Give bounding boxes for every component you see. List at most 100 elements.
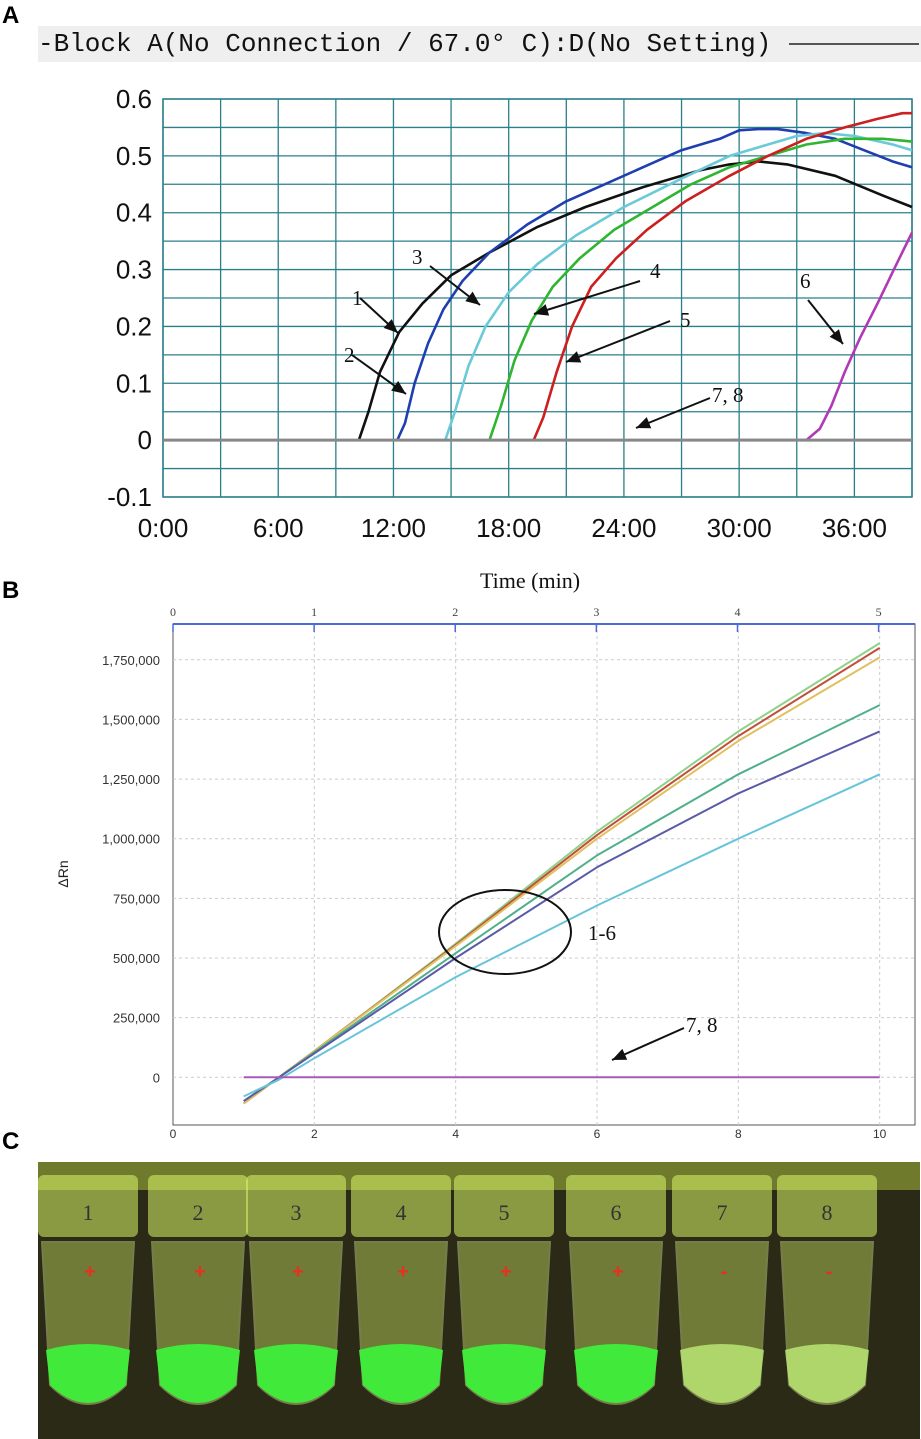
plot-frame-a (162, 98, 913, 498)
annotation-arrow (611, 1027, 685, 1061)
top-x-tick-label: 0 (170, 605, 176, 619)
annotation-label: 7, 8 (712, 383, 744, 407)
tube-cap (454, 1175, 554, 1237)
series-line-2 (396, 127, 913, 441)
tube (454, 1175, 554, 1405)
x-tick-label: 6 (594, 1127, 601, 1140)
annotation-arrow (359, 297, 399, 334)
x-tick-label: 24:00 (591, 513, 656, 543)
annotation-arrow (635, 397, 711, 429)
annotation-label: 1-6 (588, 921, 616, 945)
annotation-arrow-head (534, 304, 550, 316)
annotation-label: 1 (352, 286, 363, 310)
tube (148, 1175, 248, 1405)
tube-number: 4 (396, 1200, 407, 1225)
x-tick-label: 18:00 (476, 513, 541, 543)
series-line-6 (729, 232, 914, 442)
annotation-arrow (565, 320, 671, 363)
header-rule (789, 43, 919, 45)
x-tick-label: 6:00 (253, 513, 304, 543)
grid-a (162, 98, 913, 498)
tube-number: 5 (499, 1200, 510, 1225)
tube-liquid (785, 1344, 869, 1403)
top-x-tick-label: 2 (452, 605, 458, 619)
tube-photo: 1 +2 +3 +4 +5 +6 +7 - 8 - (38, 1162, 920, 1439)
y-axis-label: ΔRn (55, 860, 71, 887)
tube-cap (777, 1175, 877, 1237)
annotation-arrow-head (566, 351, 582, 363)
y-tick-label: 750,000 (113, 891, 160, 906)
series-line-5 (532, 111, 912, 441)
tube (38, 1175, 138, 1405)
tube-cap (246, 1175, 346, 1237)
y-tick-label: 0.1 (116, 368, 152, 398)
tube-number: 2 (193, 1200, 204, 1225)
tube (246, 1175, 346, 1405)
tube-liquid (574, 1344, 658, 1403)
tube-liquid (46, 1344, 130, 1403)
annotation-arrow (351, 354, 407, 395)
panel-a: A -Block A(No Connection / 67.0° C):D(No… (0, 0, 921, 600)
annotation-arrow-shaft (533, 280, 641, 315)
top-x-tick-label: 3 (593, 605, 599, 619)
series-line-1 (357, 160, 913, 441)
y-tick-label: 0 (153, 1070, 160, 1085)
x-tick-label: 30:00 (707, 513, 772, 543)
annotation-arrow-head (465, 291, 480, 305)
amplification-chart-a: 0.6 0.5 0.4 0.3 0.2 0.1 0 -0.10:00 6:00 12:00 18:0… (107, 84, 914, 593)
x-tick-label: 12:00 (361, 513, 426, 543)
y-tick-label: -0.1 (107, 482, 152, 512)
amplification-chart-b: 0 1 2 3 4 5 1,750,000 1,500,000 1,250,000 1,000,0… (55, 605, 916, 1140)
annotation-arrow-head (383, 319, 398, 333)
block-status-header: -Block A(No Connection / 67.0° C):D(No S… (38, 26, 921, 62)
y-tick-label: 1,250,000 (102, 772, 160, 787)
y-tick-label: 1,000,000 (102, 832, 160, 847)
block-status-text: -Block A(No Connection / 67.0° C):D(No S… (38, 29, 772, 59)
annotation-arrow (533, 280, 641, 316)
tube-cap (148, 1175, 248, 1237)
tube-sign: + (500, 1261, 512, 1283)
tube-cap (351, 1175, 451, 1237)
annotation-label: 6 (800, 269, 811, 293)
cluster-ellipse (438, 889, 572, 975)
top-x-tick-label: 5 (876, 605, 882, 619)
annotation-arrow-head (391, 380, 406, 394)
panel-label-a: A (2, 2, 20, 29)
annotation-label: 7, 8 (686, 1013, 718, 1037)
annotation-arrow (807, 299, 844, 345)
series-line-3 (444, 131, 913, 441)
tube-sign: + (84, 1261, 96, 1283)
tube-liquid (359, 1344, 443, 1403)
tube (351, 1175, 451, 1405)
top-x-tick-label: 1 (311, 605, 317, 619)
annotation-label: 3 (412, 245, 423, 269)
tube-cap (672, 1175, 772, 1237)
annotation-arrow (429, 265, 481, 306)
panel-label-b: B (2, 577, 20, 604)
tube-sign: + (194, 1261, 206, 1283)
annotation-arrow-head (829, 329, 843, 344)
tube-sign: + (612, 1261, 624, 1283)
tube-sign: - (826, 1261, 833, 1283)
panel-b: B 0 1 2 3 4 5 1,750,000 1,500,000 1,250,000 1,000… (0, 577, 921, 1140)
tube-number: 8 (822, 1200, 833, 1225)
x-axis-label: Time (min) (480, 568, 580, 593)
top-x-tick-label: 4 (734, 605, 740, 619)
tube-cap (566, 1175, 666, 1237)
y-tick-label: 1,500,000 (102, 712, 160, 727)
annotation-label: 5 (680, 308, 691, 332)
y-tick-label: 0.3 (116, 255, 152, 285)
tube-number: 3 (291, 1200, 302, 1225)
tube-number: 6 (611, 1200, 622, 1225)
y-tick-label: 0.5 (116, 141, 152, 171)
tube-liquid (254, 1344, 338, 1403)
panel-c: C 1 +2 +3 +4 +5 +6 +7 - 8 - (0, 1128, 921, 1439)
panel-label-c: C (2, 1128, 20, 1155)
y-tick-label: 0.6 (116, 84, 152, 114)
series-line-4 (488, 137, 913, 441)
y-tick-label: 0.4 (116, 198, 152, 228)
tube-sign: - (721, 1261, 728, 1283)
tube (566, 1175, 666, 1405)
y-tick-label: 500,000 (113, 951, 160, 966)
tube-number: 1 (83, 1200, 94, 1225)
